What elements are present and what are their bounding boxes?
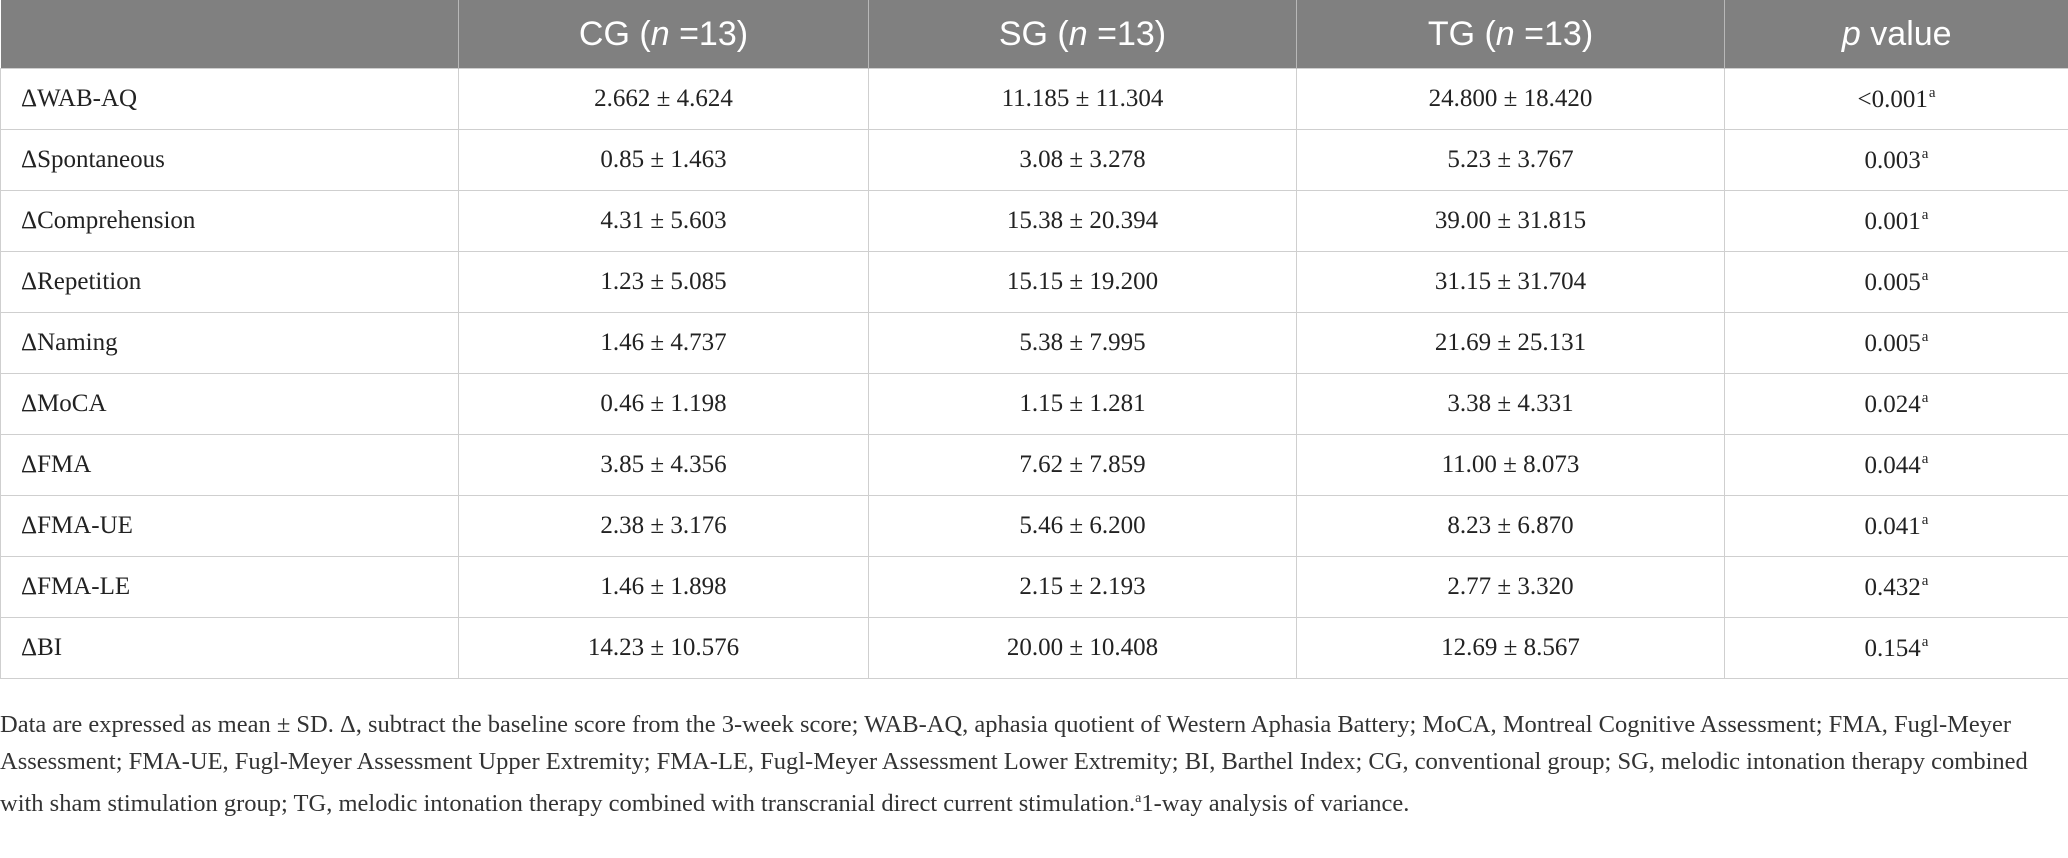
p-value-cell: 0.044a <box>1724 434 2068 496</box>
header-variable <box>0 0 459 69</box>
header-cg: CG (n =13) <box>458 0 869 69</box>
header-sg: SG (n =13) <box>868 0 1297 69</box>
p-value-cell: 0.005a <box>1724 251 2068 313</box>
results-table-container: CG (n =13) SG (n =13) TG (n =13) p value… <box>0 0 2068 679</box>
sg-value: 5.46 ± 6.200 <box>868 495 1297 557</box>
tg-value: 24.800 ± 18.420 <box>1296 68 1725 130</box>
row-label: ΔComprehension <box>0 190 459 252</box>
table-row: ΔFMA 3.85 ± 4.356 7.62 ± 7.859 11.00 ± 8… <box>0 434 2068 496</box>
p-value: 0.005 <box>1864 329 1921 357</box>
footnote-marker: a <box>1921 206 1929 223</box>
p-value: <0.001 <box>1857 85 1928 113</box>
cg-value: 14.23 ± 10.576 <box>458 617 869 679</box>
p-value-cell: 0.024a <box>1724 373 2068 435</box>
cg-value: 1.46 ± 4.737 <box>458 312 869 374</box>
tg-value: 5.23 ± 3.767 <box>1296 129 1725 191</box>
tg-value: 8.23 ± 6.870 <box>1296 495 1725 557</box>
results-table: CG (n =13) SG (n =13) TG (n =13) p value… <box>0 0 2068 679</box>
table-footnote: Data are expressed as mean ± SD. Δ, subt… <box>0 706 2050 822</box>
cg-value: 0.85 ± 1.463 <box>458 129 869 191</box>
cg-value: 2.662 ± 4.624 <box>458 68 869 130</box>
row-label: ΔFMA-UE <box>0 495 459 557</box>
p-value-cell: 0.003a <box>1724 129 2068 191</box>
row-label: ΔWAB-AQ <box>0 68 459 130</box>
table-row: ΔWAB-AQ 2.662 ± 4.624 11.185 ± 11.304 24… <box>0 68 2068 130</box>
sg-value: 7.62 ± 7.859 <box>868 434 1297 496</box>
cg-value: 2.38 ± 3.176 <box>458 495 869 557</box>
sg-value: 20.00 ± 10.408 <box>868 617 1297 679</box>
p-value-cell: 0.041a <box>1724 495 2068 557</box>
p-value-cell: 0.005a <box>1724 312 2068 374</box>
footnote-marker: a <box>1135 791 1142 806</box>
sg-value: 3.08 ± 3.278 <box>868 129 1297 191</box>
p-value-cell: 0.154a <box>1724 617 2068 679</box>
table-row: ΔMoCA 0.46 ± 1.198 1.15 ± 1.281 3.38 ± 4… <box>0 373 2068 435</box>
header-row: CG (n =13) SG (n =13) TG (n =13) p value <box>0 0 2068 69</box>
sg-value: 1.15 ± 1.281 <box>868 373 1297 435</box>
footnote-tail: 1-way analysis of variance. <box>1141 790 1410 817</box>
p-value-cell: 0.432a <box>1724 556 2068 618</box>
header-p-value: p value <box>1724 0 2068 69</box>
table-row: ΔSpontaneous 0.85 ± 1.463 3.08 ± 3.278 5… <box>0 129 2068 191</box>
p-value: 0.005 <box>1864 268 1921 296</box>
table-row: ΔFMA-UE 2.38 ± 3.176 5.46 ± 6.200 8.23 ±… <box>0 495 2068 557</box>
row-label: ΔBI <box>0 617 459 679</box>
tg-value: 39.00 ± 31.815 <box>1296 190 1725 252</box>
footnote-marker: a <box>1921 633 1929 650</box>
table-row: ΔBI 14.23 ± 10.576 20.00 ± 10.408 12.69 … <box>0 617 2068 679</box>
tg-value: 21.69 ± 25.131 <box>1296 312 1725 374</box>
p-value: 0.024 <box>1864 390 1921 418</box>
tg-value: 11.00 ± 8.073 <box>1296 434 1725 496</box>
table-row: ΔNaming 1.46 ± 4.737 5.38 ± 7.995 21.69 … <box>0 312 2068 374</box>
row-label: ΔSpontaneous <box>0 129 459 191</box>
table-row: ΔFMA-LE 1.46 ± 1.898 2.15 ± 2.193 2.77 ±… <box>0 556 2068 618</box>
footnote-marker: a <box>1921 267 1929 284</box>
cg-value: 1.46 ± 1.898 <box>458 556 869 618</box>
tg-value: 3.38 ± 4.331 <box>1296 373 1725 435</box>
p-value: 0.001 <box>1864 207 1921 235</box>
p-value: 0.044 <box>1864 451 1921 479</box>
footnote-marker: a <box>1921 572 1929 589</box>
sg-value: 11.185 ± 11.304 <box>868 68 1297 130</box>
cg-value: 4.31 ± 5.603 <box>458 190 869 252</box>
tg-value: 12.69 ± 8.567 <box>1296 617 1725 679</box>
table-row: ΔComprehension 4.31 ± 5.603 15.38 ± 20.3… <box>0 190 2068 252</box>
footnote-marker: a <box>1928 84 1936 101</box>
cg-value: 1.23 ± 5.085 <box>458 251 869 313</box>
row-label: ΔMoCA <box>0 373 459 435</box>
row-label: ΔRepetition <box>0 251 459 313</box>
footnote-marker: a <box>1921 145 1929 162</box>
row-label: ΔFMA <box>0 434 459 496</box>
table-row: ΔRepetition 1.23 ± 5.085 15.15 ± 19.200 … <box>0 251 2068 313</box>
p-value: 0.432 <box>1864 573 1921 601</box>
footnote-marker: a <box>1921 511 1929 528</box>
p-value: 0.041 <box>1864 512 1921 540</box>
p-value-cell: <0.001a <box>1724 68 2068 130</box>
header-tg: TG (n =13) <box>1296 0 1725 69</box>
row-label: ΔNaming <box>0 312 459 374</box>
cg-value: 0.46 ± 1.198 <box>458 373 869 435</box>
sg-value: 2.15 ± 2.193 <box>868 556 1297 618</box>
p-value: 0.154 <box>1864 634 1921 662</box>
row-label: ΔFMA-LE <box>0 556 459 618</box>
p-value-cell: 0.001a <box>1724 190 2068 252</box>
sg-value: 15.38 ± 20.394 <box>868 190 1297 252</box>
tg-value: 31.15 ± 31.704 <box>1296 251 1725 313</box>
sg-value: 5.38 ± 7.995 <box>868 312 1297 374</box>
sg-value: 15.15 ± 19.200 <box>868 251 1297 313</box>
p-value: 0.003 <box>1864 146 1921 174</box>
cg-value: 3.85 ± 4.356 <box>458 434 869 496</box>
footnote-marker: a <box>1921 450 1929 467</box>
footnote-text: Data are expressed as mean ± SD. Δ, subt… <box>0 711 2028 817</box>
tg-value: 2.77 ± 3.320 <box>1296 556 1725 618</box>
footnote-marker: a <box>1921 389 1929 406</box>
footnote-marker: a <box>1921 328 1929 345</box>
